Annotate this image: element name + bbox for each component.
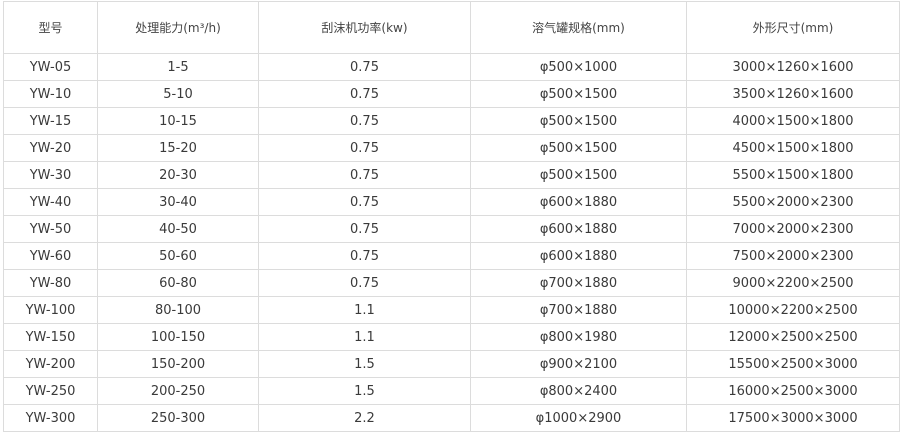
table-row: YW-10 5-10 0.75 φ500×1500 3500×1260×1600 [3,80,900,108]
cell-capacity: 60-80 [97,269,259,297]
table-row: YW-20 15-20 0.75 φ500×1500 4500×1500×1800 [3,134,900,162]
cell-model: YW-250 [3,377,98,405]
cell-scraper-power: 0.75 [258,242,471,270]
cell-dimensions: 5500×2000×2300 [686,188,900,216]
cell-dimensions: 12000×2500×2500 [686,323,900,351]
cell-dimensions: 9000×2200×2500 [686,269,900,297]
cell-tank-spec: φ600×1880 [470,215,687,243]
cell-tank-spec: φ600×1880 [470,188,687,216]
cell-capacity: 30-40 [97,188,259,216]
cell-model: YW-200 [3,350,98,378]
cell-model: YW-150 [3,323,98,351]
cell-capacity: 200-250 [97,377,259,405]
cell-model: YW-15 [3,107,98,135]
cell-model: YW-40 [3,188,98,216]
cell-tank-spec: φ500×1000 [470,53,687,81]
table-row: YW-30 20-30 0.75 φ500×1500 5500×1500×1800 [3,161,900,189]
cell-capacity: 40-50 [97,215,259,243]
column-header-scraper-power: 刮沫机功率(kw) [258,1,471,54]
table-row: YW-40 30-40 0.75 φ600×1880 5500×2000×2300 [3,188,900,216]
cell-dimensions: 15500×2500×3000 [686,350,900,378]
spec-table: 型号 处理能力(m³/h) 刮沫机功率(kw) 溶气罐规格(mm) 外形尺寸(mm) Y… [3,1,900,432]
cell-model: YW-60 [3,242,98,270]
table-row: YW-200 150-200 1.5 φ900×2100 15500×2500×3000 [3,350,900,378]
cell-tank-spec: φ900×2100 [470,350,687,378]
cell-scraper-power: 0.75 [258,107,471,135]
cell-model: YW-10 [3,80,98,108]
cell-capacity: 80-100 [97,296,259,324]
cell-capacity: 1-5 [97,53,259,81]
table-row: YW-15 10-15 0.75 φ500×1500 4000×1500×1800 [3,107,900,135]
cell-capacity: 5-10 [97,80,259,108]
cell-tank-spec: φ700×1880 [470,296,687,324]
cell-model: YW-30 [3,161,98,189]
cell-capacity: 15-20 [97,134,259,162]
column-header-dimensions: 外形尺寸(mm) [686,1,900,54]
cell-scraper-power: 1.1 [258,323,471,351]
cell-dimensions: 4500×1500×1800 [686,134,900,162]
cell-tank-spec: φ600×1880 [470,242,687,270]
table-row: YW-250 200-250 1.5 φ800×2400 16000×2500×3000 [3,377,900,405]
cell-model: YW-50 [3,215,98,243]
cell-dimensions: 3500×1260×1600 [686,80,900,108]
cell-capacity: 150-200 [97,350,259,378]
cell-tank-spec: φ700×1880 [470,269,687,297]
cell-scraper-power: 1.1 [258,296,471,324]
table-row: YW-05 1-5 0.75 φ500×1000 3000×1260×1600 [3,53,900,81]
cell-scraper-power: 2.2 [258,404,471,432]
column-header-model: 型号 [3,1,98,54]
table-row: YW-60 50-60 0.75 φ600×1880 7500×2000×2300 [3,242,900,270]
cell-scraper-power: 1.5 [258,350,471,378]
cell-model: YW-20 [3,134,98,162]
cell-dimensions: 4000×1500×1800 [686,107,900,135]
cell-dimensions: 7000×2000×2300 [686,215,900,243]
cell-tank-spec: φ500×1500 [470,80,687,108]
cell-scraper-power: 0.75 [258,80,471,108]
table-row: YW-300 250-300 2.2 φ1000×2900 17500×3000×300… [3,404,900,432]
cell-capacity: 250-300 [97,404,259,432]
cell-scraper-power: 0.75 [258,215,471,243]
cell-model: YW-300 [3,404,98,432]
cell-tank-spec: φ800×2400 [470,377,687,405]
table-body: YW-05 1-5 0.75 φ500×1000 3000×1260×1600 YW-10… [3,53,900,432]
cell-capacity: 10-15 [97,107,259,135]
cell-model: YW-05 [3,53,98,81]
cell-capacity: 50-60 [97,242,259,270]
cell-scraper-power: 0.75 [258,134,471,162]
cell-dimensions: 16000×2500×3000 [686,377,900,405]
table-row: YW-150 100-150 1.1 φ800×1980 12000×2500×2500 [3,323,900,351]
column-header-capacity: 处理能力(m³/h) [97,1,259,54]
cell-scraper-power: 0.75 [258,188,471,216]
cell-tank-spec: φ500×1500 [470,107,687,135]
column-header-tank-spec: 溶气罐规格(mm) [470,1,687,54]
cell-tank-spec: φ800×1980 [470,323,687,351]
cell-scraper-power: 0.75 [258,161,471,189]
cell-tank-spec: φ500×1500 [470,134,687,162]
cell-dimensions: 10000×2200×2500 [686,296,900,324]
cell-model: YW-80 [3,269,98,297]
table-row: YW-50 40-50 0.75 φ600×1880 7000×2000×2300 [3,215,900,243]
cell-scraper-power: 0.75 [258,53,471,81]
cell-scraper-power: 0.75 [258,269,471,297]
cell-model: YW-100 [3,296,98,324]
cell-dimensions: 5500×1500×1800 [686,161,900,189]
cell-tank-spec: φ1000×2900 [470,404,687,432]
table-header: 型号 处理能力(m³/h) 刮沫机功率(kw) 溶气罐规格(mm) 外形尺寸(mm) [3,1,900,54]
cell-capacity: 100-150 [97,323,259,351]
cell-scraper-power: 1.5 [258,377,471,405]
cell-dimensions: 17500×3000×3000 [686,404,900,432]
table-row: YW-80 60-80 0.75 φ700×1880 9000×2200×2500 [3,269,900,297]
cell-capacity: 20-30 [97,161,259,189]
cell-tank-spec: φ500×1500 [470,161,687,189]
table-row: YW-100 80-100 1.1 φ700×1880 10000×2200×2500 [3,296,900,324]
cell-dimensions: 7500×2000×2300 [686,242,900,270]
cell-dimensions: 3000×1260×1600 [686,53,900,81]
